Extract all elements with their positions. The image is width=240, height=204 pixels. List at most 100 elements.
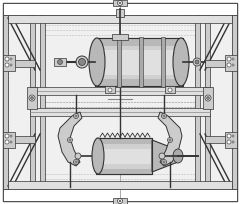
Ellipse shape	[232, 141, 234, 143]
Bar	[97, 164, 151, 165]
Bar	[30, 15, 35, 189]
Bar	[96, 64, 182, 65]
Bar	[3, 15, 8, 189]
Polygon shape	[58, 112, 82, 166]
Bar	[96, 84, 182, 85]
Bar	[96, 47, 182, 48]
Ellipse shape	[227, 134, 231, 138]
Bar	[96, 73, 182, 74]
Ellipse shape	[227, 57, 231, 61]
Bar	[105, 86, 115, 93]
Bar	[96, 45, 182, 46]
Ellipse shape	[58, 60, 62, 64]
Bar	[117, 37, 121, 87]
Bar	[205, 136, 237, 143]
Ellipse shape	[169, 139, 171, 141]
Bar	[97, 166, 151, 167]
Bar	[97, 143, 151, 144]
Bar	[8, 15, 232, 23]
Bar	[96, 59, 182, 60]
Bar	[97, 172, 151, 173]
Ellipse shape	[232, 58, 234, 61]
Bar	[95, 38, 183, 86]
Bar	[97, 170, 151, 171]
Bar	[96, 138, 152, 174]
Bar	[96, 70, 182, 71]
Ellipse shape	[162, 160, 167, 164]
Bar	[54, 58, 66, 66]
Ellipse shape	[227, 63, 231, 67]
Bar	[161, 37, 165, 87]
Bar	[8, 15, 232, 189]
Bar	[3, 55, 15, 71]
Ellipse shape	[92, 138, 104, 174]
Bar	[3, 132, 15, 148]
Ellipse shape	[227, 140, 231, 144]
Bar	[97, 171, 151, 172]
Bar	[96, 52, 182, 53]
Bar	[30, 108, 210, 116]
Ellipse shape	[168, 88, 172, 92]
Bar	[96, 78, 182, 79]
Bar	[96, 76, 182, 77]
Ellipse shape	[10, 141, 12, 143]
Bar	[97, 169, 151, 170]
Ellipse shape	[232, 134, 234, 137]
Ellipse shape	[5, 140, 9, 144]
Bar	[8, 15, 232, 189]
Ellipse shape	[118, 198, 122, 204]
Ellipse shape	[162, 113, 167, 119]
Bar	[96, 43, 182, 44]
Ellipse shape	[29, 95, 35, 101]
Bar	[96, 58, 182, 59]
Bar	[96, 65, 182, 66]
Ellipse shape	[73, 160, 78, 164]
Ellipse shape	[75, 115, 77, 117]
Bar	[97, 147, 151, 148]
Bar	[96, 57, 182, 58]
Bar	[97, 138, 151, 139]
Ellipse shape	[75, 153, 81, 159]
Bar	[113, 198, 127, 204]
Bar	[97, 162, 151, 163]
Ellipse shape	[173, 38, 189, 86]
Bar	[97, 160, 151, 161]
Bar	[203, 87, 213, 109]
Bar	[96, 55, 182, 56]
Bar	[97, 144, 151, 145]
Ellipse shape	[232, 63, 234, 67]
Bar	[96, 85, 182, 86]
Bar	[95, 38, 183, 86]
Bar	[96, 77, 182, 78]
Bar	[96, 53, 182, 54]
Bar	[97, 140, 151, 141]
Bar	[3, 60, 35, 67]
Bar	[96, 39, 182, 40]
Ellipse shape	[173, 149, 183, 163]
Bar	[96, 69, 182, 70]
Bar	[97, 163, 151, 164]
Bar	[30, 87, 210, 95]
Polygon shape	[152, 140, 178, 172]
Bar	[96, 68, 182, 69]
Ellipse shape	[10, 58, 12, 61]
Bar	[96, 49, 182, 50]
Ellipse shape	[206, 96, 210, 100]
Bar	[96, 62, 182, 63]
Bar	[96, 48, 182, 49]
Bar	[96, 51, 182, 52]
Bar	[96, 46, 182, 47]
Bar	[96, 82, 182, 83]
Bar	[96, 75, 182, 76]
Bar	[112, 34, 128, 40]
Bar	[97, 167, 151, 168]
Bar	[205, 60, 237, 67]
Bar	[96, 56, 182, 57]
Bar	[97, 154, 151, 155]
Ellipse shape	[5, 63, 9, 67]
Bar	[97, 151, 151, 152]
Bar	[40, 15, 45, 189]
Bar	[205, 15, 210, 189]
Bar	[8, 181, 232, 189]
Bar	[97, 141, 151, 142]
